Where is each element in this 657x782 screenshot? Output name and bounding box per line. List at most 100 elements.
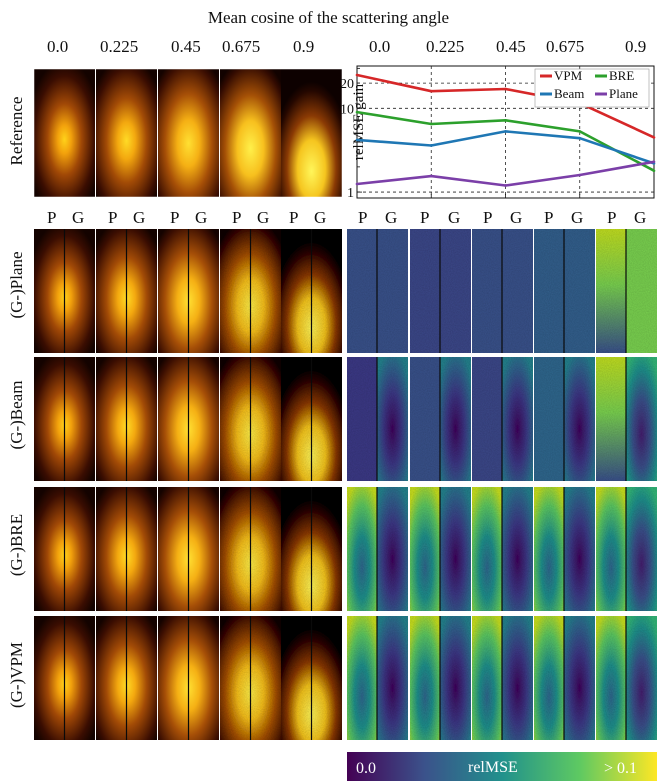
g-label-right-2: 0.45 bbox=[496, 37, 526, 56]
data-point-bre bbox=[652, 169, 656, 173]
beam-error-p-g3 bbox=[534, 357, 564, 481]
bre-error-g-g3 bbox=[564, 487, 595, 611]
beam-error-p-g1 bbox=[410, 357, 440, 481]
bre-error-g-g0 bbox=[377, 487, 408, 611]
figure-title: Mean cosine of the scattering angle bbox=[207, 8, 450, 27]
y-tick-label-1: 1 bbox=[347, 186, 354, 201]
beam-error-p-g4 bbox=[596, 357, 626, 481]
data-point-vpm bbox=[429, 89, 433, 93]
bre-error-p-g2 bbox=[472, 487, 502, 611]
plane-error-p-g2 bbox=[472, 229, 502, 353]
pg-label-l2-p: P bbox=[170, 208, 180, 227]
reference-render-g2 bbox=[158, 69, 219, 197]
data-point-vpm bbox=[504, 87, 507, 91]
reference-render-g0 bbox=[34, 69, 95, 197]
pg-label-r4-g: G bbox=[634, 208, 647, 227]
plane-error-g-g0 bbox=[377, 229, 408, 353]
pg-label-l0-p: P bbox=[47, 208, 57, 227]
pg-label-r0-g: G bbox=[385, 208, 398, 227]
plane-error-p-g0 bbox=[347, 229, 377, 353]
data-point-beam bbox=[355, 138, 359, 142]
pg-label-l3-g: G bbox=[257, 208, 270, 227]
legend-label-beam: Beam bbox=[554, 86, 584, 101]
g-label-left-2: 0.45 bbox=[171, 37, 201, 56]
data-point-beam bbox=[504, 130, 507, 133]
data-point-bre bbox=[504, 118, 507, 122]
bre-error-p-g1 bbox=[410, 487, 440, 611]
reference-frame bbox=[33, 68, 343, 198]
y-tick-label-20: 20 bbox=[340, 77, 354, 92]
colorbar-title: relMSE bbox=[468, 759, 518, 776]
data-point-beam bbox=[429, 144, 433, 147]
plane-error-g-g2 bbox=[502, 229, 533, 353]
plane-error-g-g1 bbox=[440, 229, 471, 353]
colorbar-max-label: > 0.1 bbox=[604, 760, 638, 777]
g-label-left-0: 0.0 bbox=[47, 37, 69, 56]
data-point-vpm bbox=[652, 136, 656, 139]
vpm-error-g-g1 bbox=[440, 616, 471, 740]
vpm-error-g-g2 bbox=[502, 616, 533, 740]
reference-render-g4 bbox=[281, 69, 342, 197]
g-label-right-0: 0.0 bbox=[369, 37, 391, 56]
vpm-error-p-g3 bbox=[534, 616, 564, 740]
data-point-bre bbox=[578, 130, 582, 133]
data-point-plane bbox=[429, 174, 433, 178]
data-point-bre bbox=[355, 110, 359, 114]
pg-label-r3-g: G bbox=[571, 208, 584, 227]
pg-label-l0-g: G bbox=[72, 208, 85, 227]
pg-label-r3-p: P bbox=[544, 208, 554, 227]
beam-error-g-g0 bbox=[377, 357, 408, 481]
vpm-error-g-g4 bbox=[626, 616, 657, 740]
data-point-plane bbox=[504, 184, 507, 187]
plane-error-g-g4 bbox=[626, 229, 657, 353]
plane-error-p-g3 bbox=[534, 229, 564, 353]
y-tick-label-10: 10 bbox=[340, 102, 354, 117]
data-point-vpm bbox=[355, 73, 359, 77]
pg-label-r2-p: P bbox=[483, 208, 493, 227]
bre-error-g-g2 bbox=[502, 487, 533, 611]
bre-error-p-g0 bbox=[347, 487, 377, 611]
plane-error-p-g1 bbox=[410, 229, 440, 353]
g-label-left-4: 0.9 bbox=[293, 37, 315, 56]
data-point-beam bbox=[578, 136, 582, 140]
beam-error-g-g4 bbox=[626, 357, 657, 481]
beam-error-g-g1 bbox=[440, 357, 471, 481]
bre-error-g-g4 bbox=[626, 487, 657, 611]
vpm-error-p-g2 bbox=[472, 616, 502, 740]
pg-label-r2-g: G bbox=[510, 208, 523, 227]
legend-label-vpm: VPM bbox=[554, 68, 583, 83]
g-label-right-4: 0.9 bbox=[625, 37, 647, 56]
legend-label-plane: Plane bbox=[609, 86, 638, 101]
vpm-error-p-g4 bbox=[596, 616, 626, 740]
pg-label-l3-p: P bbox=[232, 208, 242, 227]
colorbar-gradient bbox=[347, 752, 657, 781]
pg-label-r1-g: G bbox=[448, 208, 461, 227]
g-label-right-3: 0.675 bbox=[546, 37, 585, 56]
pg-label-l4-p: P bbox=[289, 208, 299, 227]
data-point-plane bbox=[355, 182, 359, 186]
pg-label-l4-g: G bbox=[314, 208, 327, 227]
reference-render-g3 bbox=[220, 69, 281, 197]
beam-error-p-g2 bbox=[472, 357, 502, 481]
vpm-error-g-g3 bbox=[564, 616, 595, 740]
vpm-error-g-g0 bbox=[377, 616, 408, 740]
g-label-left-1: 0.225 bbox=[100, 37, 139, 56]
bre-error-p-g3 bbox=[534, 487, 564, 611]
data-point-plane bbox=[578, 173, 582, 177]
g-label-left-3: 0.675 bbox=[222, 37, 261, 56]
vpm-error-p-g1 bbox=[410, 616, 440, 740]
beam-error-g-g3 bbox=[564, 357, 595, 481]
beam-error-p-g0 bbox=[347, 357, 377, 481]
legend-label-bre: BRE bbox=[609, 68, 634, 83]
colorbar-min-label: 0.0 bbox=[356, 760, 376, 777]
data-point-bre bbox=[429, 122, 433, 126]
data-point-plane bbox=[652, 160, 656, 164]
bre-error-g-g1 bbox=[440, 487, 471, 611]
plane-error-p-g4 bbox=[596, 229, 626, 353]
g-label-right-1: 0.225 bbox=[426, 37, 465, 56]
vpm-error-p-g0 bbox=[347, 616, 377, 740]
pg-label-r1-p: P bbox=[420, 208, 430, 227]
bre-error-p-g4 bbox=[596, 487, 626, 611]
